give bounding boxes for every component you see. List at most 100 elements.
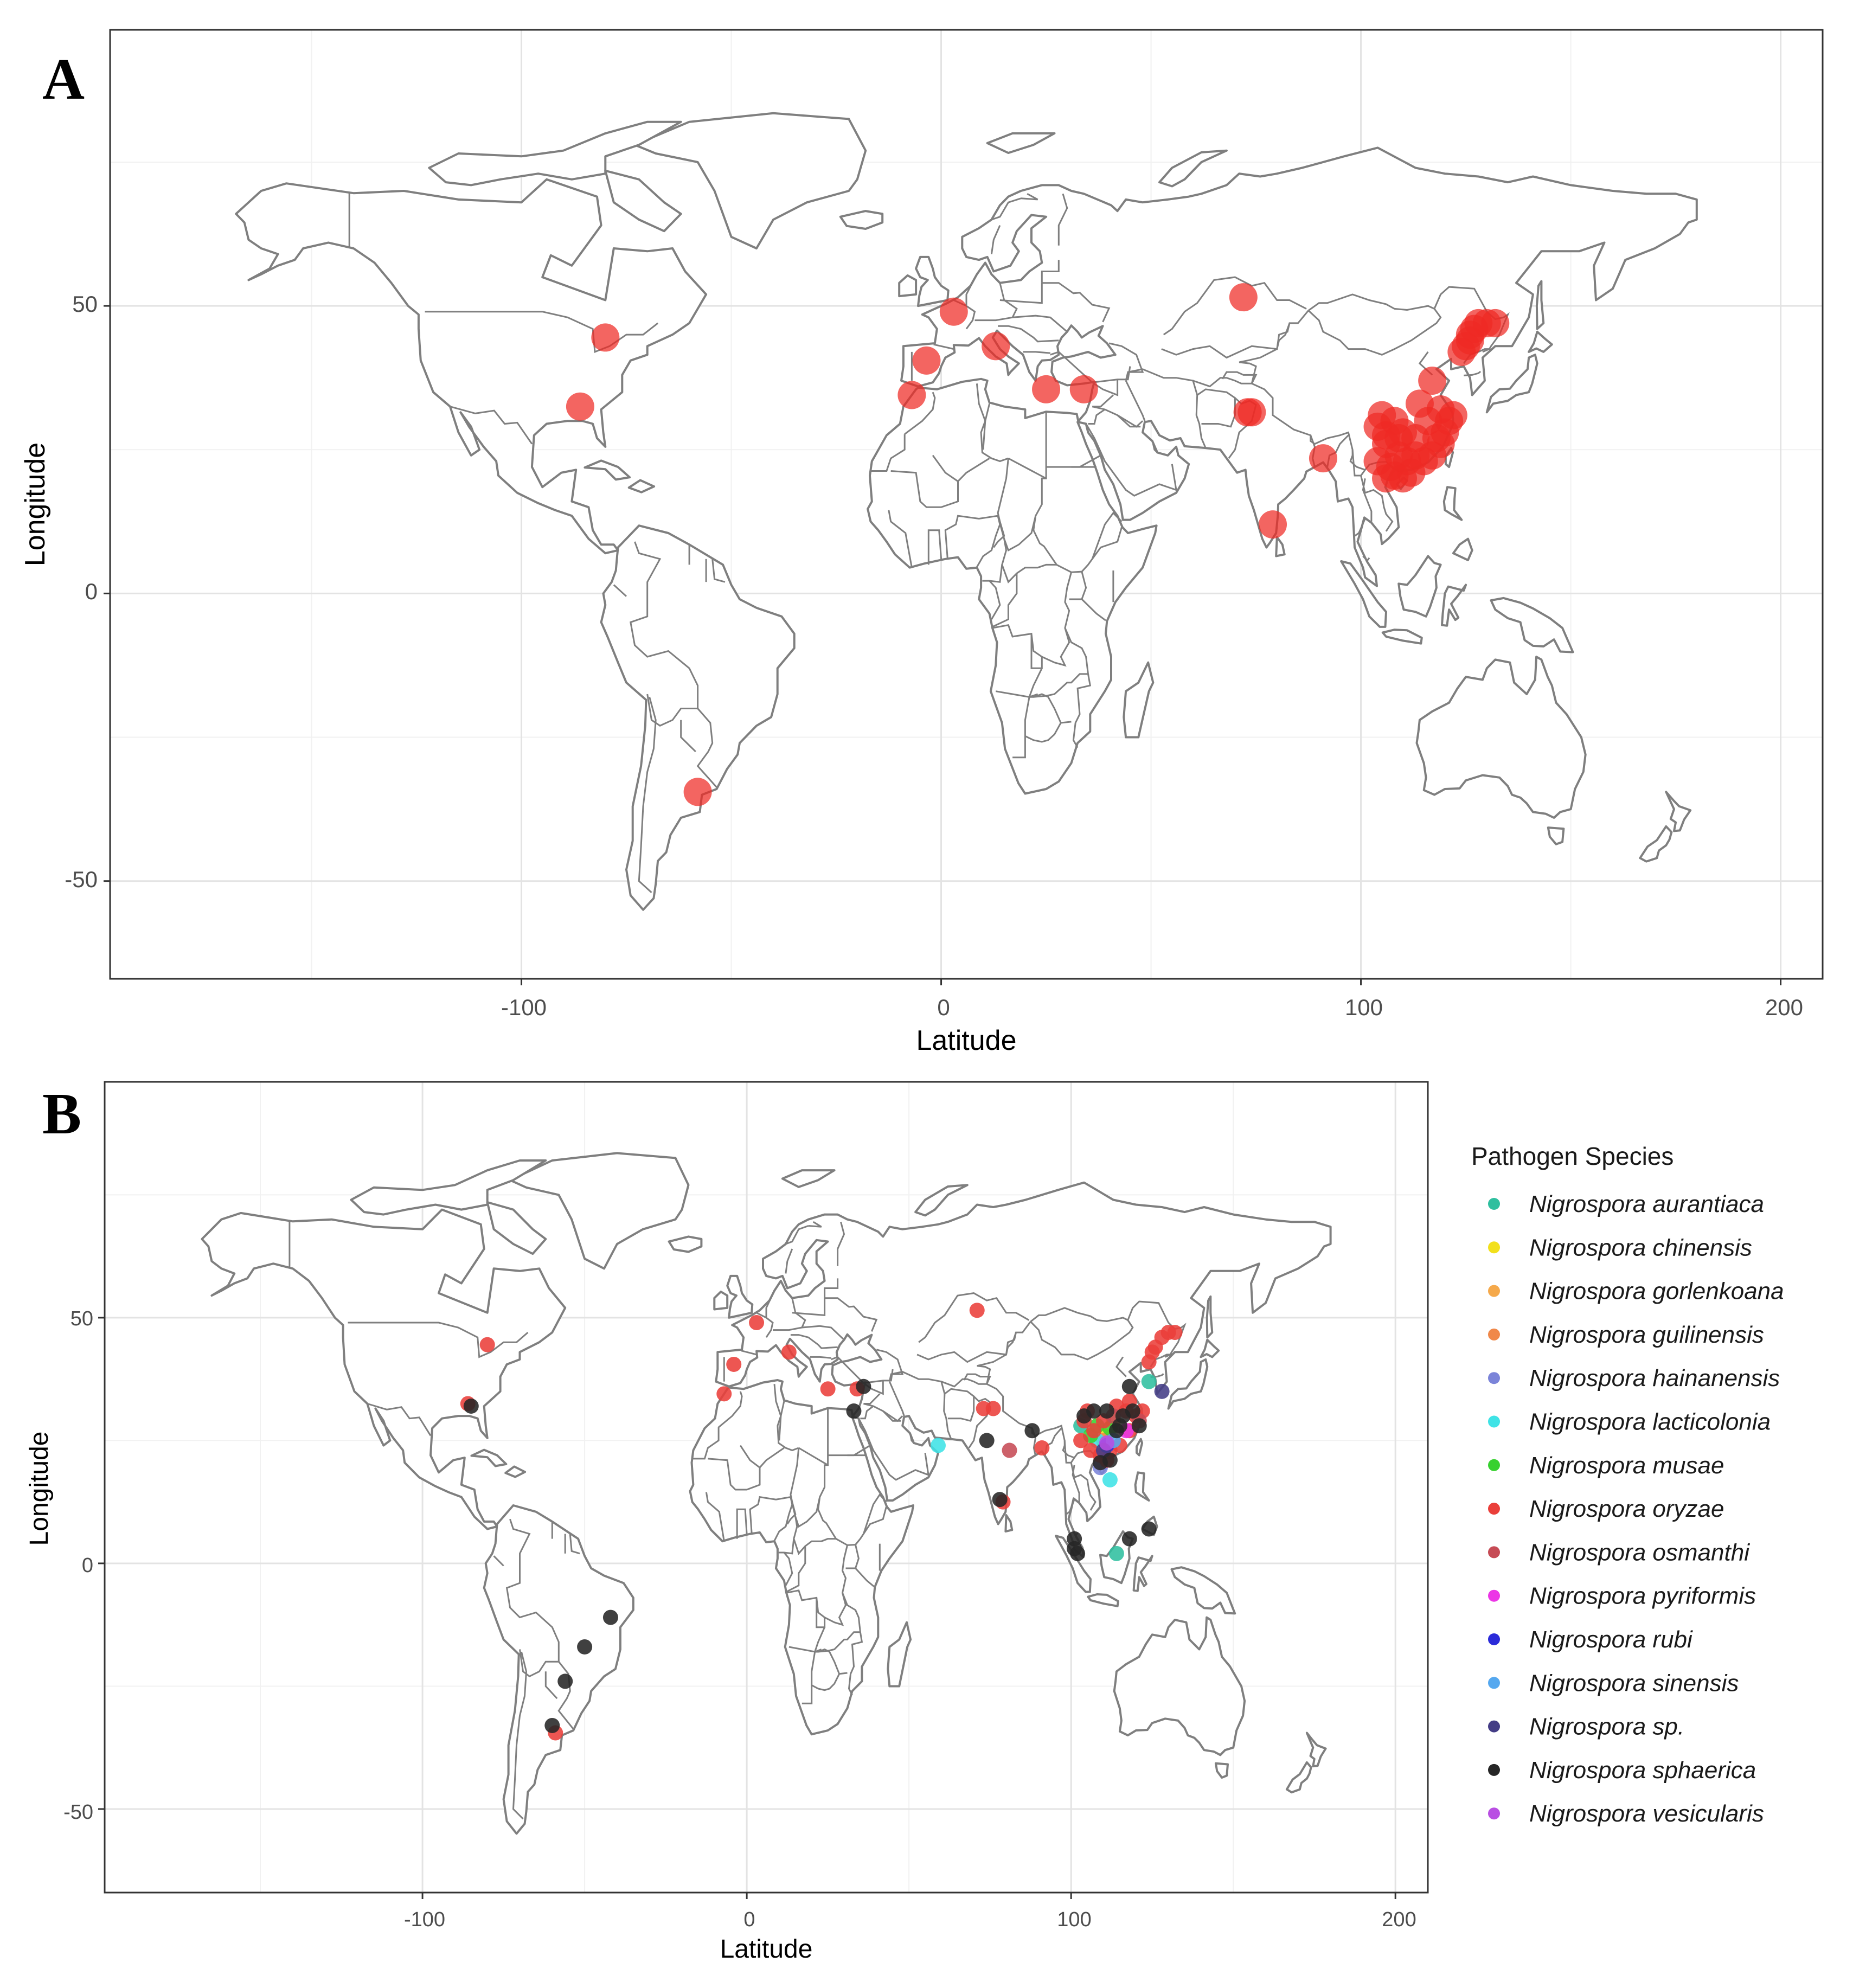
panel-letter: A — [42, 47, 85, 112]
country-border — [696, 708, 717, 788]
country-border — [974, 283, 1018, 322]
country-border — [990, 225, 1001, 254]
country-border — [1050, 351, 1131, 383]
occurrence-point — [1452, 332, 1480, 361]
country-border — [991, 197, 1022, 221]
country-border — [718, 1391, 743, 1428]
country-border — [997, 515, 1037, 551]
legend-label: Nigrospora chinensis — [1529, 1234, 1752, 1261]
occurrence-point — [1141, 1521, 1157, 1537]
legend-label: Nigrospora osmanthi — [1529, 1539, 1750, 1566]
occurrence-point — [683, 778, 712, 806]
country-border — [450, 406, 533, 445]
country-border — [862, 1493, 887, 1535]
country-border — [792, 1298, 826, 1317]
occurrence-point — [1108, 1423, 1124, 1439]
country-border — [1192, 377, 1252, 388]
country-border — [1360, 475, 1394, 532]
ireland-landmass — [898, 274, 918, 298]
occurrence-point — [1034, 1440, 1050, 1456]
country-border — [1008, 457, 1047, 479]
new-zealand-south-landmass — [1639, 825, 1673, 863]
country-border — [858, 1418, 929, 1481]
sri-lanka-landmass — [1275, 536, 1286, 557]
arctic-islands-landmass — [428, 120, 682, 187]
y-tick-label: 50 — [72, 291, 98, 317]
panel-border — [109, 29, 1824, 980]
world-basemap — [201, 1152, 1332, 1835]
country-border — [824, 1278, 839, 1298]
country-border — [817, 1408, 887, 1546]
occurrence-point — [939, 297, 968, 326]
north-america-landmass — [201, 1208, 567, 1530]
occurrence-point — [566, 392, 594, 421]
country-border — [941, 1378, 987, 1388]
occurrence-point — [1086, 1423, 1102, 1439]
occurrence-point — [1259, 510, 1287, 539]
legend-label: Nigrospora gorlenkoana — [1529, 1278, 1784, 1305]
country-border — [982, 565, 1003, 583]
country-border — [1041, 260, 1060, 283]
country-border — [870, 434, 906, 472]
country-border — [1464, 370, 1482, 376]
occurrence-point — [591, 323, 620, 352]
country-border — [680, 720, 696, 753]
country-border — [1012, 627, 1089, 759]
country-border — [998, 325, 1059, 343]
java-landmass — [1381, 629, 1423, 645]
occurrence-point — [979, 1433, 995, 1448]
japan-landmass — [1485, 354, 1538, 414]
occurrence-point — [930, 1438, 946, 1453]
north-america-landmass — [235, 178, 708, 555]
occurrence-point — [1024, 1423, 1040, 1439]
legend-key — [1488, 1589, 1500, 1602]
country-border — [1057, 193, 1068, 246]
x-tick-label: 200 — [1382, 1908, 1416, 1931]
legend-entry: Nigrospora sinensis — [1488, 1670, 1739, 1696]
occurrence-point — [1121, 1531, 1137, 1547]
country-border — [705, 1492, 725, 1542]
y-tick-label: 0 — [82, 1554, 93, 1577]
country-border — [1125, 380, 1146, 421]
occurrence-point — [1102, 1472, 1118, 1487]
legend-label: Nigrospora sphaerica — [1529, 1757, 1756, 1784]
country-border — [493, 1555, 504, 1567]
legend-items: Nigrospora aurantiaca Nigrospora chinensi… — [1488, 1191, 1784, 1827]
country-border — [1072, 1465, 1080, 1502]
sulawesi-landmass — [1441, 583, 1467, 627]
country-border — [888, 1381, 905, 1416]
country-border — [1307, 308, 1442, 356]
country-border — [765, 1300, 771, 1318]
occurrence-point — [1099, 1435, 1114, 1451]
y-axis-title: Longitude — [25, 1432, 54, 1546]
occurrence-point — [1401, 424, 1430, 453]
cuba-landmass — [584, 459, 631, 481]
legend-entry: Nigrospora chinensis — [1488, 1234, 1752, 1261]
legend-label: Nigrospora vesicularis — [1529, 1800, 1764, 1827]
occurrence-point — [463, 1399, 479, 1414]
tasmania-landmass — [1547, 826, 1565, 845]
country-border — [778, 1538, 795, 1555]
country-border — [989, 580, 1001, 620]
new-zealand-south-landmass — [1285, 1761, 1312, 1794]
legend-entry: Nigrospora pyriformis — [1488, 1583, 1756, 1609]
legend-label: Nigrospora musae — [1529, 1452, 1724, 1479]
country-border — [814, 1627, 825, 1652]
philippines-mindanao-landmass — [1452, 537, 1473, 561]
country-border — [808, 1221, 822, 1228]
country-border — [944, 1388, 975, 1422]
country-border — [963, 1373, 991, 1384]
country-border — [1127, 368, 1207, 448]
country-border — [992, 573, 1018, 628]
x-tick-label: -100 — [404, 1908, 445, 1931]
tasmania-landmass — [1214, 1762, 1229, 1779]
legend-label: Nigrospora lacticolonia — [1529, 1409, 1771, 1435]
country-border — [736, 1508, 748, 1539]
country-border — [976, 383, 1009, 463]
country-border — [1117, 414, 1141, 428]
sri-lanka-landmass — [1004, 1514, 1014, 1532]
occurrence-point — [602, 1609, 618, 1625]
occurrence-point — [1238, 398, 1266, 427]
country-border — [882, 1410, 901, 1422]
sakhalin-landmass — [1206, 1295, 1214, 1339]
